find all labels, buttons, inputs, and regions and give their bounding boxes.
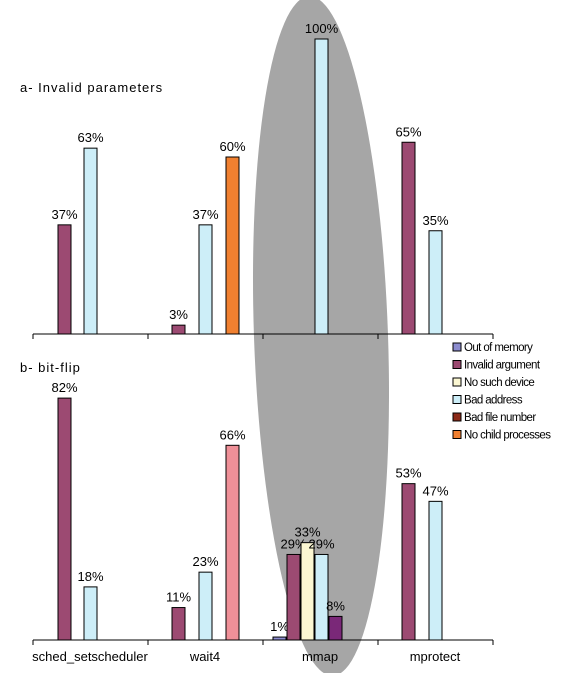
category-label-mmap: mmap [302,649,338,664]
category-label-wait4: wait4 [189,649,220,664]
panel-b-data-label: 66% [219,427,245,442]
panel-b-bar-sched_setscheduler-bad-address [83,586,98,641]
panel-b-data-label: 33% [294,525,320,540]
panel-a-bar-wait4-no-child-processes [225,156,240,335]
panel-b-bar-mmap-bad-file-number [328,615,343,641]
panel-a-data-label: 3% [169,307,188,322]
panel-b-data-label: 8% [326,598,345,613]
legend-swatch [452,360,462,369]
legend-label: No child processes [464,430,551,442]
legend-swatch [452,395,462,404]
panel-a-bar-mprotect-invalid-argument [401,141,416,335]
category-label-mprotect: mprotect [410,649,461,664]
panel-a-data-label: 60% [219,139,245,154]
legend: Out of memory Invalid argument No such dev… [452,342,552,442]
category-label-sched_setscheduler: sched_setscheduler [32,649,148,664]
panel-b-title: b- bit-flip [20,360,81,375]
panel-b-data-label: 23% [192,554,218,569]
panel-b-bar-wait4-no-child-processes [225,444,240,641]
panel-a-title: a- Invalid parameters [20,80,163,95]
panel-a-bar-wait4-invalid-argument [171,324,186,335]
panel-b-data-label: 11% [166,590,191,605]
panel-a-data-label: 37% [51,207,77,222]
panel-b-bar-sched_setscheduler-invalid-argument [57,397,72,641]
panel-a-bar-wait4-bad-address [198,224,213,335]
panel-a-data-label: 35% [422,213,448,228]
legend-label: No such device [464,377,534,389]
panel-a-data-label: 65% [395,124,421,139]
panel-b-bar-mprotect-invalid-argument [401,483,416,641]
legend-label: Bad file number [464,412,536,424]
panel-b-bar-mmap-bad-address [314,553,329,641]
panel-a-bar-mprotect-bad-address [428,230,443,335]
legend-swatch [452,412,462,422]
panel-b-bar-mmap-invalid-argument [286,553,301,641]
legend-swatch [452,377,462,387]
mmap-highlight-ellipse [252,0,390,673]
legend-swatch [452,430,462,439]
panel-b-data-label: 29% [280,536,306,551]
panel-a-data-label: 63% [77,130,103,145]
legend-label: Bad address [464,395,523,407]
panel-b-bar-mmap-no-such-device [300,542,315,641]
panel-a-data-label: 100% [305,21,339,36]
panel-a-bar-mmap-bad-address [314,38,329,335]
panel-b-bar-mmap-out-of-memory [272,636,287,641]
panel-b-data-label: 53% [395,466,421,481]
panel-b-data-label: 1% [270,619,289,634]
panel-b-bar-wait4-bad-address [198,571,213,641]
panel-a-bar-sched_setscheduler-bad-address [83,147,98,335]
panel-b-bar-wait4-invalid-argument [171,607,186,641]
panel-b-data-label: 82% [51,380,77,395]
legend-label: Invalid argument [464,360,541,372]
panel-a-data-label: 37% [192,207,218,222]
panel-b-data-label: 29% [308,536,334,551]
legend-label: Out of memory [464,342,533,354]
panel-b-data-label: 47% [422,483,448,498]
legend-swatch [452,342,462,352]
panel-b-data-label: 18% [77,569,103,584]
panel-b-bar-mprotect-bad-address [428,500,443,641]
panel-a-bar-sched_setscheduler-invalid-argument [57,224,72,335]
